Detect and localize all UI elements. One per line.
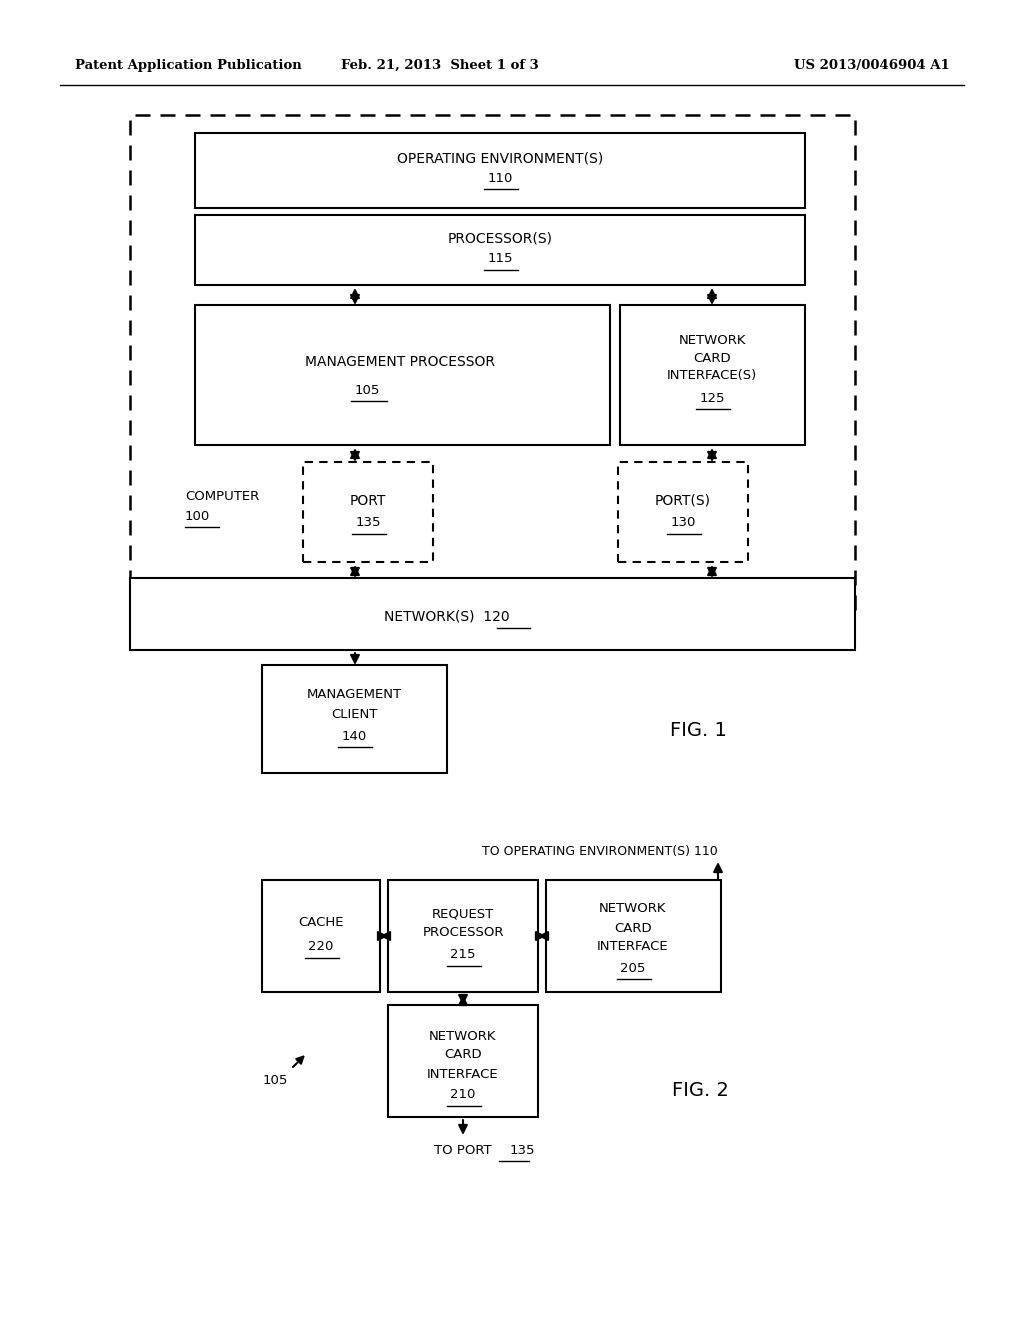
Text: 125: 125 — [699, 392, 725, 404]
Text: CLIENT: CLIENT — [331, 708, 377, 721]
Text: PORT(S): PORT(S) — [655, 494, 711, 508]
Text: MANAGEMENT: MANAGEMENT — [306, 689, 401, 701]
Text: 140: 140 — [341, 730, 367, 742]
Text: 215: 215 — [451, 949, 476, 961]
Text: Feb. 21, 2013  Sheet 1 of 3: Feb. 21, 2013 Sheet 1 of 3 — [341, 58, 539, 71]
Text: 115: 115 — [487, 252, 513, 265]
Bar — [262, 880, 380, 993]
Text: INTERFACE(S): INTERFACE(S) — [667, 370, 757, 383]
Text: INTERFACE: INTERFACE — [597, 940, 669, 953]
Text: Patent Application Publication: Patent Application Publication — [75, 58, 302, 71]
Text: NETWORK: NETWORK — [429, 1030, 497, 1043]
Bar — [546, 880, 721, 993]
Text: 135: 135 — [510, 1143, 536, 1156]
Text: CARD: CARD — [614, 921, 652, 935]
Text: PROCESSOR(S): PROCESSOR(S) — [447, 232, 553, 246]
Text: 130: 130 — [671, 516, 695, 529]
Text: CARD: CARD — [444, 1048, 482, 1061]
Bar — [130, 115, 855, 610]
Text: 205: 205 — [621, 961, 646, 974]
Text: FIG. 1: FIG. 1 — [670, 721, 727, 739]
Text: 110: 110 — [487, 172, 513, 185]
Text: 100: 100 — [185, 510, 210, 523]
Bar — [303, 462, 433, 562]
Text: CARD: CARD — [693, 351, 731, 364]
Bar — [195, 305, 610, 445]
Text: OPERATING ENVIRONMENT(S): OPERATING ENVIRONMENT(S) — [397, 150, 603, 165]
Text: REQUEST: REQUEST — [432, 908, 495, 920]
Text: 210: 210 — [451, 1089, 476, 1101]
Bar — [388, 1005, 538, 1117]
Bar — [195, 215, 805, 285]
Text: COMPUTER: COMPUTER — [185, 490, 259, 503]
Text: NETWORK: NETWORK — [599, 903, 667, 916]
Text: US 2013/0046904 A1: US 2013/0046904 A1 — [795, 58, 950, 71]
Text: 105: 105 — [262, 1073, 288, 1086]
Text: 220: 220 — [308, 940, 334, 953]
Bar — [618, 462, 748, 562]
Text: INTERFACE: INTERFACE — [427, 1068, 499, 1081]
Text: FIG. 2: FIG. 2 — [672, 1081, 729, 1100]
Bar — [388, 880, 538, 993]
Bar — [195, 133, 805, 209]
Text: PORT: PORT — [350, 494, 386, 508]
Text: 135: 135 — [355, 516, 381, 529]
Text: TO PORT: TO PORT — [434, 1143, 492, 1156]
Text: TO OPERATING ENVIRONMENT(S) 110: TO OPERATING ENVIRONMENT(S) 110 — [482, 846, 718, 858]
Text: NETWORK: NETWORK — [678, 334, 745, 346]
Text: MANAGEMENT PROCESSOR: MANAGEMENT PROCESSOR — [305, 355, 495, 370]
Bar — [130, 578, 855, 649]
Bar — [620, 305, 805, 445]
Text: CACHE: CACHE — [298, 916, 344, 928]
Text: PROCESSOR: PROCESSOR — [422, 927, 504, 940]
Text: NETWORK(S)  120: NETWORK(S) 120 — [384, 610, 510, 624]
Text: 105: 105 — [354, 384, 380, 396]
Bar — [262, 665, 447, 774]
